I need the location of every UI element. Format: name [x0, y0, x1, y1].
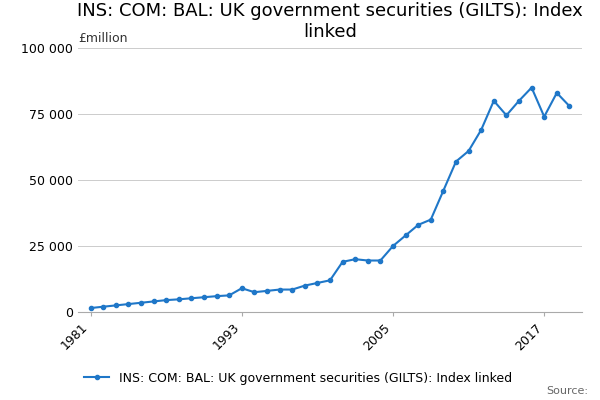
INS: COM: BAL: UK government securities (GILTS): Index linked: (1.99e+03, 4.8e+03): COM: BAL: UK government securities (GILT… — [175, 297, 182, 302]
INS: COM: BAL: UK government securities (GILTS): Index linked: (1.98e+03, 2e+03): COM: BAL: UK government securities (GILT… — [100, 304, 107, 309]
INS: COM: BAL: UK government securities (GILTS): Index linked: (1.98e+03, 3e+03): COM: BAL: UK government securities (GILT… — [125, 302, 132, 306]
INS: COM: BAL: UK government securities (GILTS): Index linked: (2e+03, 1e+04): COM: BAL: UK government securities (GILT… — [301, 283, 308, 288]
INS: COM: BAL: UK government securities (GILTS): Index linked: (2.02e+03, 8.5e+04): COM: BAL: UK government securities (GILT… — [528, 85, 535, 90]
INS: COM: BAL: UK government securities (GILTS): Index linked: (2e+03, 1.9e+04): COM: BAL: UK government securities (GILT… — [339, 260, 346, 264]
INS: COM: BAL: UK government securities (GILTS): Index linked: (2e+03, 8.5e+03): COM: BAL: UK government securities (GILT… — [276, 287, 283, 292]
INS: COM: BAL: UK government securities (GILTS): Index linked: (2.01e+03, 3.3e+04): COM: BAL: UK government securities (GILT… — [415, 222, 422, 227]
INS: COM: BAL: UK government securities (GILTS): Index linked: (2e+03, 1.95e+04): COM: BAL: UK government securities (GILT… — [377, 258, 384, 263]
INS: COM: BAL: UK government securities (GILTS): Index linked: (2.02e+03, 7.4e+04): COM: BAL: UK government securities (GILT… — [541, 114, 548, 119]
INS: COM: BAL: UK government securities (GILTS): Index linked: (2.01e+03, 7.45e+04): COM: BAL: UK government securities (GILT… — [503, 113, 510, 118]
INS: COM: BAL: UK government securities (GILTS): Index linked: (2e+03, 2.5e+04): COM: BAL: UK government securities (GILT… — [389, 244, 397, 248]
Line: INS: COM: BAL: UK government securities (GILTS): Index linked: INS: COM: BAL: UK government securities … — [89, 86, 571, 310]
INS: COM: BAL: UK government securities (GILTS): Index linked: (1.99e+03, 5.6e+03): COM: BAL: UK government securities (GILT… — [200, 295, 208, 300]
Title: INS: COM: BAL: UK government securities (GILTS): Index
linked: INS: COM: BAL: UK government securities … — [77, 2, 583, 41]
Text: Source:: Source: — [546, 386, 588, 396]
INS: COM: BAL: UK government securities (GILTS): Index linked: (2e+03, 8e+03): COM: BAL: UK government securities (GILT… — [263, 288, 271, 293]
Text: £million: £million — [78, 32, 128, 45]
INS: COM: BAL: UK government securities (GILTS): Index linked: (2.01e+03, 6.1e+04): COM: BAL: UK government securities (GILT… — [465, 148, 472, 153]
INS: COM: BAL: UK government securities (GILTS): Index linked: (1.99e+03, 7.5e+03): COM: BAL: UK government securities (GILT… — [251, 290, 258, 294]
INS: COM: BAL: UK government securities (GILTS): Index linked: (2e+03, 2e+04): COM: BAL: UK government securities (GILT… — [352, 257, 359, 262]
INS: COM: BAL: UK government securities (GILTS): Index linked: (1.98e+03, 3.5e+03): COM: BAL: UK government securities (GILT… — [137, 300, 145, 305]
INS: COM: BAL: UK government securities (GILTS): Index linked: (2.02e+03, 7.8e+04): COM: BAL: UK government securities (GILT… — [566, 104, 573, 108]
INS: COM: BAL: UK government securities (GILTS): Index linked: (1.99e+03, 4.5e+03): COM: BAL: UK government securities (GILT… — [163, 298, 170, 302]
INS: COM: BAL: UK government securities (GILTS): Index linked: (2e+03, 1.2e+04): COM: BAL: UK government securities (GILT… — [326, 278, 334, 283]
INS: COM: BAL: UK government securities (GILTS): Index linked: (2.01e+03, 6.9e+04): COM: BAL: UK government securities (GILT… — [478, 128, 485, 132]
INS: COM: BAL: UK government securities (GILTS): Index linked: (2.02e+03, 8.3e+04): COM: BAL: UK government securities (GILT… — [553, 90, 560, 95]
INS: COM: BAL: UK government securities (GILTS): Index linked: (2.01e+03, 5.7e+04): COM: BAL: UK government securities (GILT… — [452, 159, 460, 164]
INS: COM: BAL: UK government securities (GILTS): Index linked: (1.99e+03, 6e+03): COM: BAL: UK government securities (GILT… — [213, 294, 220, 298]
INS: COM: BAL: UK government securities (GILTS): Index linked: (2.01e+03, 3.5e+04): COM: BAL: UK government securities (GILT… — [427, 217, 434, 222]
INS: COM: BAL: UK government securities (GILTS): Index linked: (2.01e+03, 2.9e+04): COM: BAL: UK government securities (GILT… — [402, 233, 409, 238]
Legend: INS: COM: BAL: UK government securities (GILTS): Index linked: INS: COM: BAL: UK government securities … — [84, 372, 512, 385]
INS: COM: BAL: UK government securities (GILTS): Index linked: (2.01e+03, 8e+04): COM: BAL: UK government securities (GILT… — [490, 98, 497, 103]
INS: COM: BAL: UK government securities (GILTS): Index linked: (1.99e+03, 5.2e+03): COM: BAL: UK government securities (GILT… — [188, 296, 195, 301]
INS: COM: BAL: UK government securities (GILTS): Index linked: (1.98e+03, 2.5e+03): COM: BAL: UK government securities (GILT… — [112, 303, 119, 308]
INS: COM: BAL: UK government securities (GILTS): Index linked: (1.98e+03, 1.5e+03): COM: BAL: UK government securities (GILT… — [87, 306, 94, 310]
INS: COM: BAL: UK government securities (GILTS): Index linked: (1.99e+03, 9e+03): COM: BAL: UK government securities (GILT… — [238, 286, 245, 291]
INS: COM: BAL: UK government securities (GILTS): Index linked: (2.01e+03, 4.6e+04): COM: BAL: UK government securities (GILT… — [440, 188, 447, 193]
INS: COM: BAL: UK government securities (GILTS): Index linked: (2.02e+03, 8e+04): COM: BAL: UK government securities (GILT… — [515, 98, 523, 103]
INS: COM: BAL: UK government securities (GILTS): Index linked: (2e+03, 8.5e+03): COM: BAL: UK government securities (GILT… — [289, 287, 296, 292]
INS: COM: BAL: UK government securities (GILTS): Index linked: (1.99e+03, 4e+03): COM: BAL: UK government securities (GILT… — [150, 299, 157, 304]
INS: COM: BAL: UK government securities (GILTS): Index linked: (1.99e+03, 6.3e+03): COM: BAL: UK government securities (GILT… — [226, 293, 233, 298]
INS: COM: BAL: UK government securities (GILTS): Index linked: (2e+03, 1.1e+04): COM: BAL: UK government securities (GILT… — [314, 280, 321, 285]
INS: COM: BAL: UK government securities (GILTS): Index linked: (2e+03, 1.95e+04): COM: BAL: UK government securities (GILT… — [364, 258, 371, 263]
